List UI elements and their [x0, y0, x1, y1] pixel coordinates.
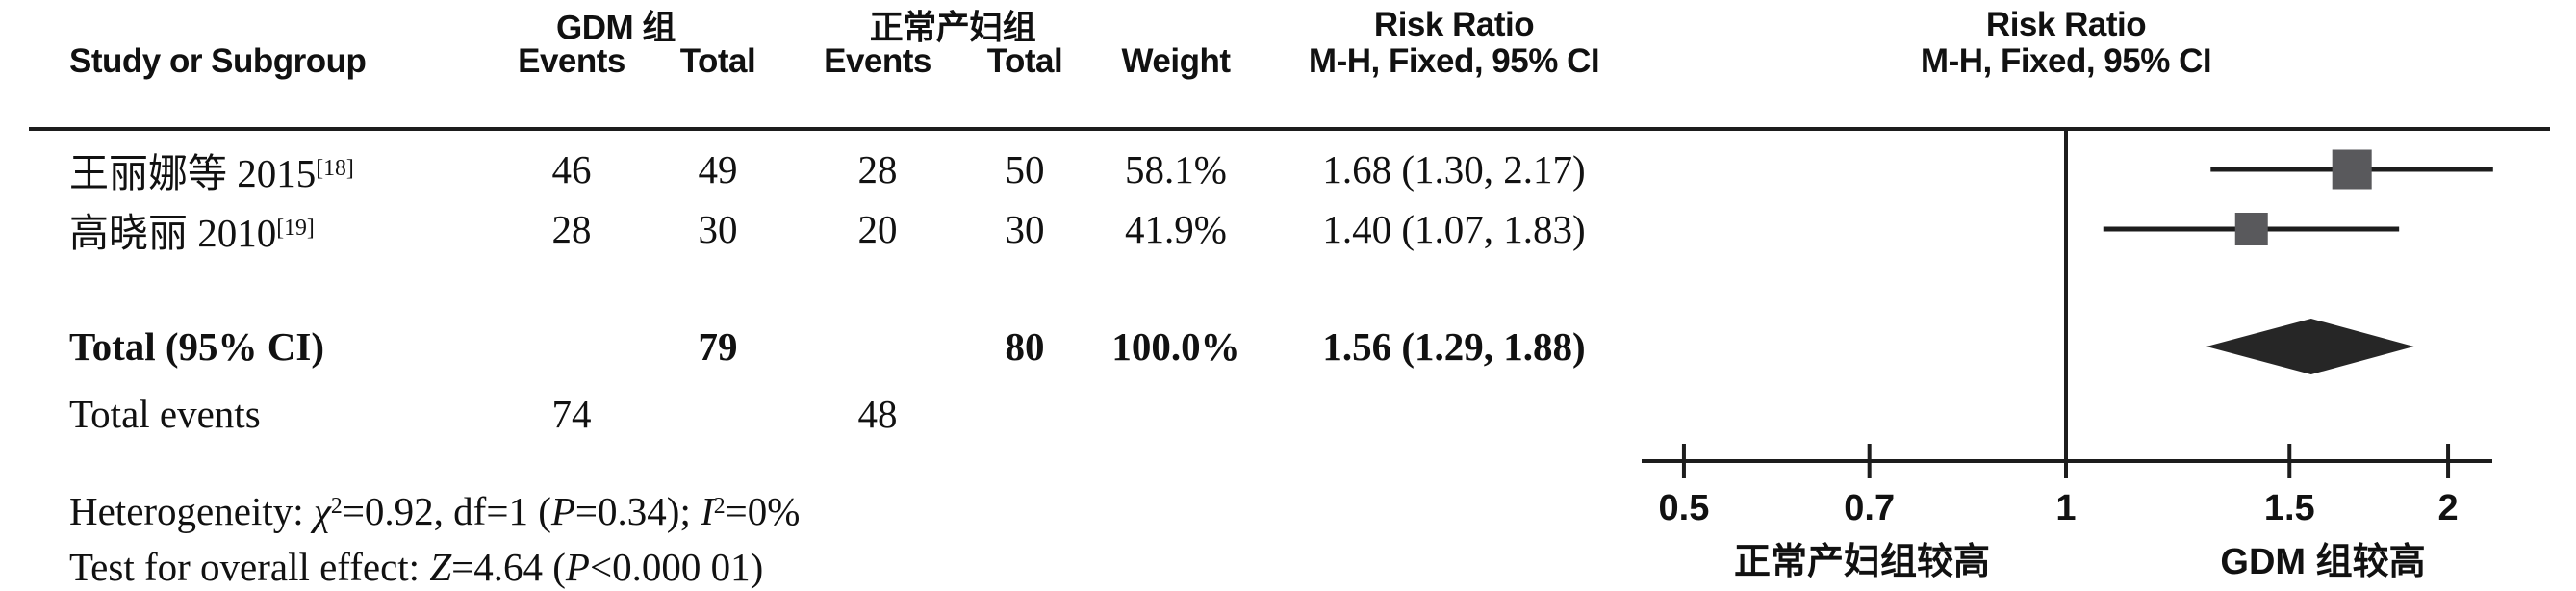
text-fragment: 王丽娜等 2015 — [69, 151, 317, 195]
text-fragment: P — [565, 545, 590, 589]
effect-square — [2234, 213, 2268, 245]
text-fragment: I — [701, 489, 714, 533]
text-fragment: 高晓丽 2010 — [69, 211, 277, 255]
gdm-group-header: GDM 组 — [556, 9, 676, 47]
study-estimate: 1.40 (1.07, 1.83) — [1322, 207, 1586, 251]
study-ctl-events: 28 — [857, 147, 898, 192]
study-ctl-events: 20 — [857, 207, 898, 251]
study-gdm-total: 30 — [698, 207, 738, 251]
text-fragment: =0.34); — [574, 489, 701, 533]
text-fragment: Heterogeneity: — [69, 489, 314, 533]
axis-tick-label: 1 — [2055, 488, 2076, 528]
text-fragment: =0% — [725, 489, 801, 533]
favours-right-label: GDM 组较高 — [2220, 542, 2425, 582]
col-header-method-left: M-H, Fixed, 95% CI — [1308, 42, 1600, 80]
overall-effect-line: Test for overall effect: Z=4.64 (P<0.000… — [69, 544, 763, 590]
header-divider — [29, 127, 2550, 131]
risk-ratio-header-left: Risk Ratio — [1373, 6, 1535, 43]
study-estimate: 1.68 (1.30, 2.17) — [1322, 147, 1586, 192]
text-fragment: [19] — [276, 216, 315, 242]
study-name: 高晓丽 2010[19] — [69, 200, 315, 258]
col-header-weight: Weight — [1121, 42, 1231, 80]
total-events-ctl: 48 — [857, 392, 898, 436]
heterogeneity-line: Heterogeneity: χ2=0.92, df=1 (P=0.34); I… — [69, 488, 800, 534]
text-fragment: Z — [429, 545, 452, 589]
total-gdm-total: 79 — [698, 324, 738, 369]
col-header-method-right: M-H, Fixed, 95% CI — [1920, 42, 2212, 80]
total-estimate: 1.56 (1.29, 1.88) — [1322, 324, 1586, 369]
total-diamond — [2206, 319, 2414, 374]
text-fragment: <0.000 01) — [589, 545, 764, 589]
study-ctl-total: 30 — [1005, 207, 1045, 251]
col-header-gdm-total: Total — [679, 42, 756, 80]
axis-tick-label: 0.7 — [1844, 488, 1895, 528]
study-gdm-total: 49 — [698, 147, 738, 192]
study-weight: 41.9% — [1125, 207, 1227, 251]
total-weight: 100.0% — [1111, 324, 1240, 369]
axis-tick-label: 0.5 — [1659, 488, 1710, 528]
text-fragment: [18] — [316, 156, 354, 182]
text-fragment: 2 — [713, 494, 726, 520]
col-header-ctl-events: Events — [824, 42, 931, 80]
text-fragment: 2 — [330, 494, 343, 520]
study-name: 王丽娜等 2015[18] — [69, 141, 354, 198]
control-group-header: 正常产妇组 — [869, 9, 1036, 47]
study-gdm-events: 46 — [551, 147, 592, 192]
text-fragment: χ — [313, 489, 331, 533]
study-weight: 58.1% — [1125, 147, 1227, 192]
favours-left-label: 正常产妇组较高 — [1734, 542, 1990, 582]
risk-ratio-header-right: Risk Ratio — [1985, 6, 2147, 43]
total-label: Total (95% CI) — [69, 324, 324, 369]
total-events-gdm: 74 — [551, 392, 592, 436]
col-header-gdm-events: Events — [518, 42, 625, 80]
text-fragment: =0.92, df=1 ( — [342, 489, 551, 533]
text-fragment: Test for overall effect: — [69, 545, 430, 589]
text-fragment: P — [550, 489, 575, 533]
axis-tick-label: 1.5 — [2264, 488, 2315, 528]
total-events-label: Total events — [69, 392, 261, 436]
effect-square — [2332, 149, 2372, 190]
study-gdm-events: 28 — [551, 207, 592, 251]
total-ctl-total: 80 — [1005, 324, 1045, 369]
study-ctl-total: 50 — [1005, 147, 1045, 192]
col-header-study: Study or Subgroup — [69, 42, 367, 80]
text-fragment: =4.64 ( — [451, 545, 566, 589]
col-header-ctl-total: Total — [986, 42, 1063, 80]
axis-tick-label: 2 — [2437, 488, 2458, 528]
